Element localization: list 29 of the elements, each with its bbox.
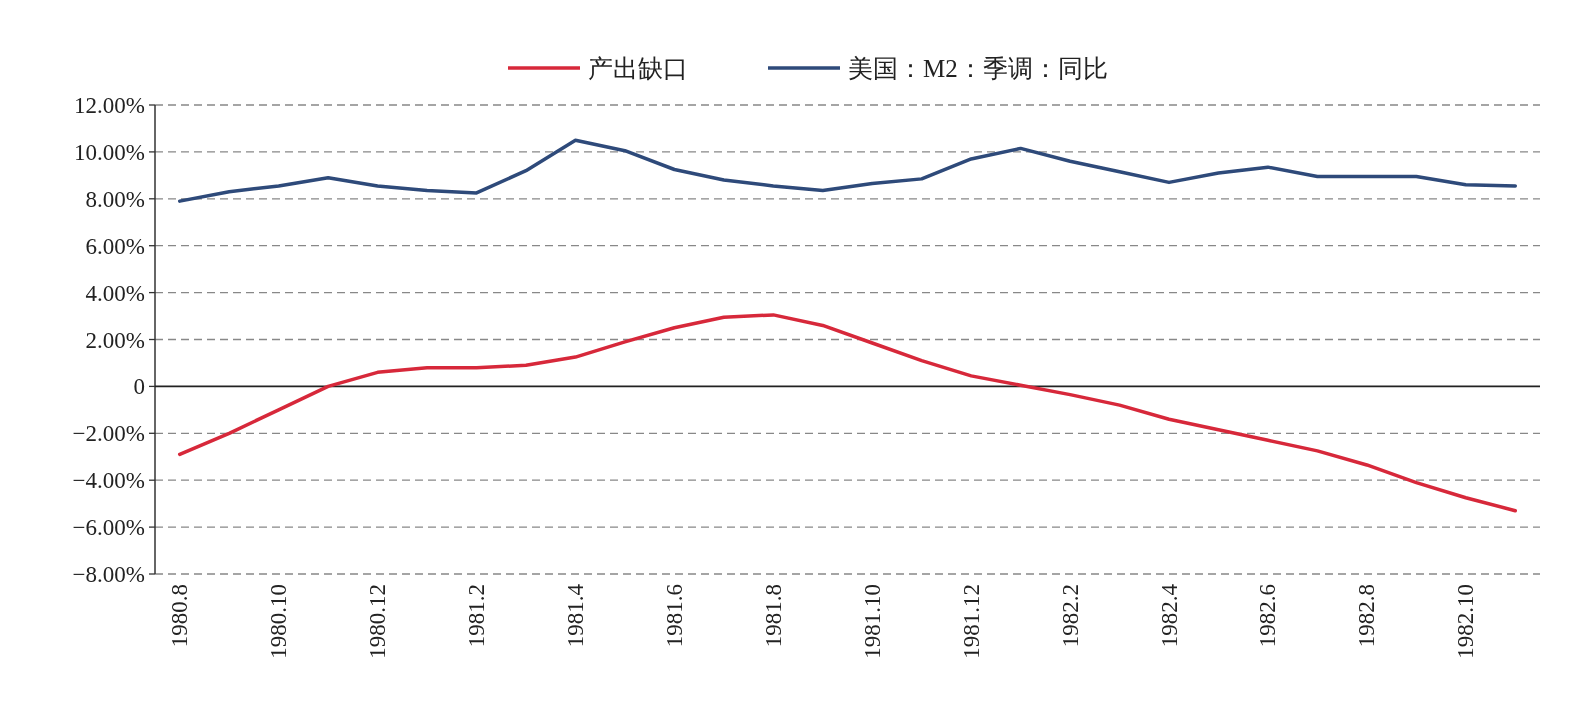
legend-label: 产出缺口 (588, 55, 688, 82)
x-tick-label: 1981.2 (464, 584, 490, 648)
y-tick-label: 6.00% (85, 233, 145, 259)
y-tick-label: 2.00% (85, 327, 145, 353)
y-tick-label: −8.00% (72, 562, 145, 587)
y-tick-label: −2.00% (72, 421, 145, 447)
y-tick-label: −4.00% (72, 468, 145, 494)
y-tick-label: 10.00% (74, 139, 145, 165)
y-tick-label: 0 (133, 374, 145, 400)
x-tick-label: 1981.6 (661, 584, 687, 648)
y-tick-label: 4.00% (85, 280, 145, 306)
x-tick-label: 1981.10 (859, 584, 885, 659)
line-series (177, 313, 1518, 513)
x-tick-label: 1981.12 (958, 584, 984, 659)
x-tick-label: 1981.4 (562, 583, 588, 648)
legend-label: 美国：M2：季调：同比 (848, 55, 1108, 82)
x-tick-label: 1982.8 (1354, 584, 1380, 648)
x-tick-label: 1980.8 (167, 584, 193, 648)
x-tick-label: 1982.2 (1057, 584, 1083, 648)
x-tick-label: 1982.10 (1453, 584, 1479, 659)
y-tick-label: 8.00% (85, 186, 145, 212)
x-tick-label: 1981.8 (760, 584, 786, 648)
y-tick-label: 12.00% (74, 93, 145, 118)
x-tick-label: 1982.4 (1156, 583, 1182, 648)
y-tick-label: −6.00% (72, 515, 145, 541)
line-series (177, 138, 1518, 203)
x-tick-label: 1982.6 (1255, 584, 1281, 648)
x-tick-label: 1980.10 (266, 584, 292, 659)
x-tick-label: 1980.12 (365, 584, 391, 659)
